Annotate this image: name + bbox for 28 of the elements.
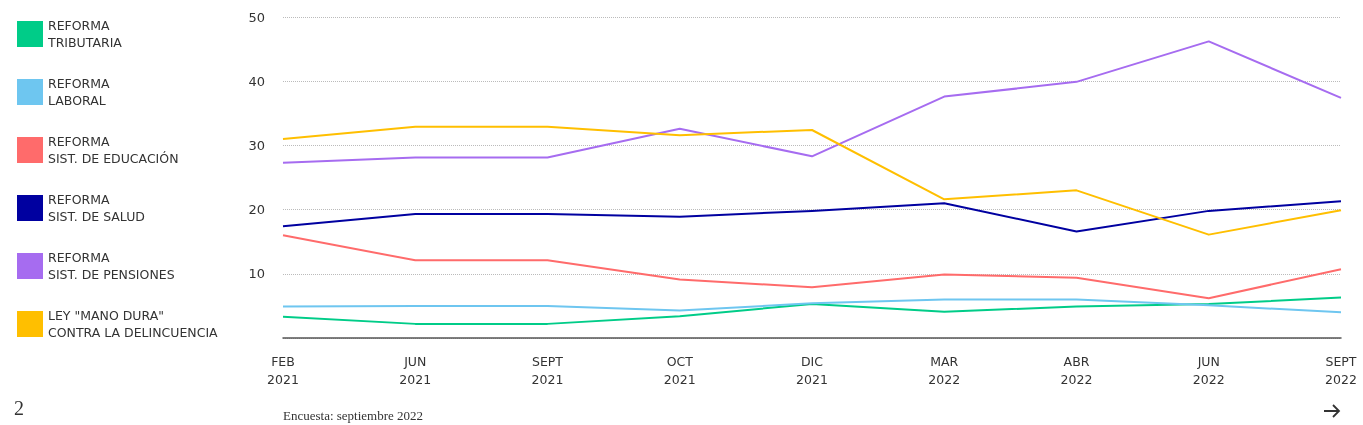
legend-label: LEY "MANO DURA" CONTRA LA DELINCUENCIA	[48, 308, 219, 340]
x-tick-label: JUN 2022	[1192, 353, 1225, 387]
x-tick-label: SEPT 2021	[531, 353, 564, 387]
legend-label: REFORMA TRIBUTARIA	[47, 18, 123, 50]
legend-label: REFORMA SIST. DE PENSIONES	[48, 250, 175, 282]
x-tick-label: JUN 2021	[399, 353, 432, 387]
x-tick-label: DIC 2021	[796, 353, 828, 387]
legend-label: REFORMA SIST. DE SALUD	[48, 192, 145, 224]
y-tick-label: 50	[248, 9, 265, 25]
y-tick-label: 30	[248, 137, 265, 153]
x-tick-label: OCT 2021	[663, 353, 696, 387]
x-tick-label: SEPT 2022	[1325, 353, 1357, 387]
x-tick-label: FEB 2021	[267, 353, 299, 387]
line-series	[282, 234, 1342, 300]
text: 2	[14, 397, 24, 419]
line-series	[282, 296, 1342, 325]
line-series	[282, 125, 1342, 236]
y-tick-label: 40	[248, 73, 265, 89]
text: Encuesta: septiembre 2022	[283, 408, 424, 423]
legend-label: REFORMA LABORAL	[48, 76, 111, 108]
legend-label: REFORMA SIST. DE EDUCACIÓN	[48, 134, 179, 166]
y-tick-label: 10	[248, 266, 265, 282]
x-tick-label: ABR 2022	[1060, 353, 1093, 387]
line-series	[282, 200, 1342, 233]
x-tick-label: MAR 2022	[928, 353, 961, 387]
line-series	[282, 40, 1342, 164]
line-series	[282, 298, 1342, 314]
y-tick-label: 20	[248, 202, 265, 218]
